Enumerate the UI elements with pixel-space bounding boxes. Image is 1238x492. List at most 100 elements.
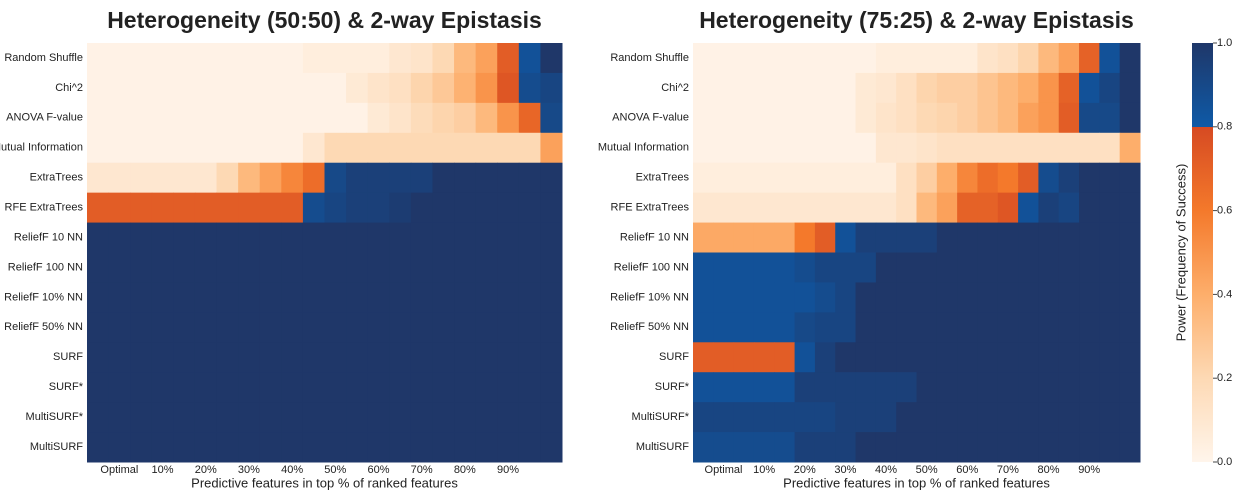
heat-cell	[977, 252, 999, 283]
heat-cell	[1119, 72, 1141, 104]
heat-cell	[367, 162, 390, 194]
heat-cell	[324, 312, 347, 343]
heat-cell	[216, 72, 239, 104]
heat-cell	[693, 72, 714, 104]
heat-cell	[108, 252, 131, 283]
heat-cell	[1099, 402, 1121, 433]
heat-cell	[794, 72, 816, 104]
heat-cell	[1079, 102, 1100, 134]
heat-cell	[774, 402, 796, 433]
heat-cell	[130, 342, 153, 373]
heat-cell	[1058, 192, 1080, 224]
heat-cell	[194, 43, 218, 74]
heat-cell	[367, 72, 390, 104]
heat-cell	[713, 282, 735, 313]
heat-cell	[87, 222, 110, 253]
heat-cell	[173, 432, 196, 463]
heat-cell	[733, 192, 755, 224]
heat-cell	[497, 312, 520, 343]
colorbar-tick-label: 0.0	[1217, 456, 1232, 468]
heat-cell	[302, 72, 325, 104]
heat-cell	[814, 43, 836, 74]
heat-cell	[346, 312, 369, 343]
heat-cell	[367, 372, 390, 403]
heat-cell	[410, 342, 433, 373]
heat-cell	[1058, 252, 1080, 283]
heat-cell	[1038, 312, 1060, 343]
heat-cell	[281, 192, 304, 224]
heat-cell	[432, 162, 455, 194]
heat-cell	[1018, 402, 1039, 433]
heat-cell	[259, 432, 282, 463]
heat-cell	[835, 372, 857, 403]
x-tick-label: 90%	[1078, 464, 1100, 476]
heat-cell	[916, 432, 938, 463]
y-tick-label: ANOVA F-value	[612, 112, 689, 124]
heat-cell	[957, 432, 978, 463]
heat-cell	[977, 402, 999, 433]
heat-cell	[475, 222, 498, 253]
heat-cell	[475, 102, 498, 134]
heat-cell	[1099, 432, 1121, 463]
heat-cell	[855, 162, 877, 194]
heat-cell	[896, 252, 917, 283]
heat-cell	[936, 222, 958, 253]
heat-cell	[713, 372, 735, 403]
heat-cell	[1099, 252, 1121, 283]
heat-cell	[936, 162, 958, 194]
heat-cell	[130, 252, 153, 283]
heat-cell	[835, 192, 857, 224]
heat-cell	[733, 372, 755, 403]
y-tick-label: ExtraTrees	[636, 172, 690, 184]
heat-cell	[997, 402, 1019, 433]
heat-cell	[693, 252, 714, 283]
heat-cell	[957, 312, 978, 343]
heat-cell	[454, 222, 477, 253]
heat-cell	[324, 192, 347, 224]
heat-cell	[367, 312, 390, 343]
heat-cell	[346, 192, 369, 224]
heat-cell	[1038, 72, 1060, 104]
heat-cell	[216, 432, 239, 463]
heat-cell	[693, 162, 714, 194]
heat-cell	[173, 372, 196, 403]
y-tick-label: RFE ExtraTrees	[5, 202, 84, 214]
heat-cell	[540, 432, 563, 463]
heat-cell	[916, 43, 938, 74]
heat-cell	[855, 282, 877, 313]
heat-cell	[693, 372, 714, 403]
heat-cell	[540, 132, 563, 164]
heat-cell	[497, 342, 520, 373]
heat-cell	[1038, 43, 1060, 74]
heat-cell	[302, 282, 325, 313]
heat-cell	[936, 132, 958, 164]
heat-cell	[1058, 432, 1080, 463]
heat-cell	[151, 402, 174, 433]
colorbar-label: Power (Frequency of Success)	[1173, 164, 1188, 342]
x-tick-label: 70%	[411, 464, 433, 476]
heat-cell	[87, 312, 110, 343]
heat-cell	[1119, 162, 1141, 194]
heat-cell	[173, 102, 196, 134]
x-tick-label: 30%	[834, 464, 856, 476]
heat-cell	[432, 372, 455, 403]
heat-cell	[324, 222, 347, 253]
heat-cell	[1119, 372, 1141, 403]
heat-cell	[855, 432, 877, 463]
heat-cell	[713, 402, 735, 433]
x-tick-label: 30%	[238, 464, 260, 476]
y-tick-label: Mutual Information	[0, 142, 83, 154]
heat-cell	[302, 252, 325, 283]
heat-cell	[1018, 342, 1039, 373]
heat-cell	[238, 162, 261, 194]
heat-cell	[518, 342, 541, 373]
heat-cell	[774, 192, 796, 224]
heat-cell	[108, 192, 131, 224]
heat-cell	[1058, 72, 1080, 104]
heat-cell	[454, 282, 477, 313]
heat-cell	[957, 252, 978, 283]
heat-cell	[957, 132, 978, 164]
y-tick-label: Random Shuffle	[610, 52, 689, 64]
heat-cell	[957, 282, 978, 313]
heat-cell	[432, 132, 455, 164]
